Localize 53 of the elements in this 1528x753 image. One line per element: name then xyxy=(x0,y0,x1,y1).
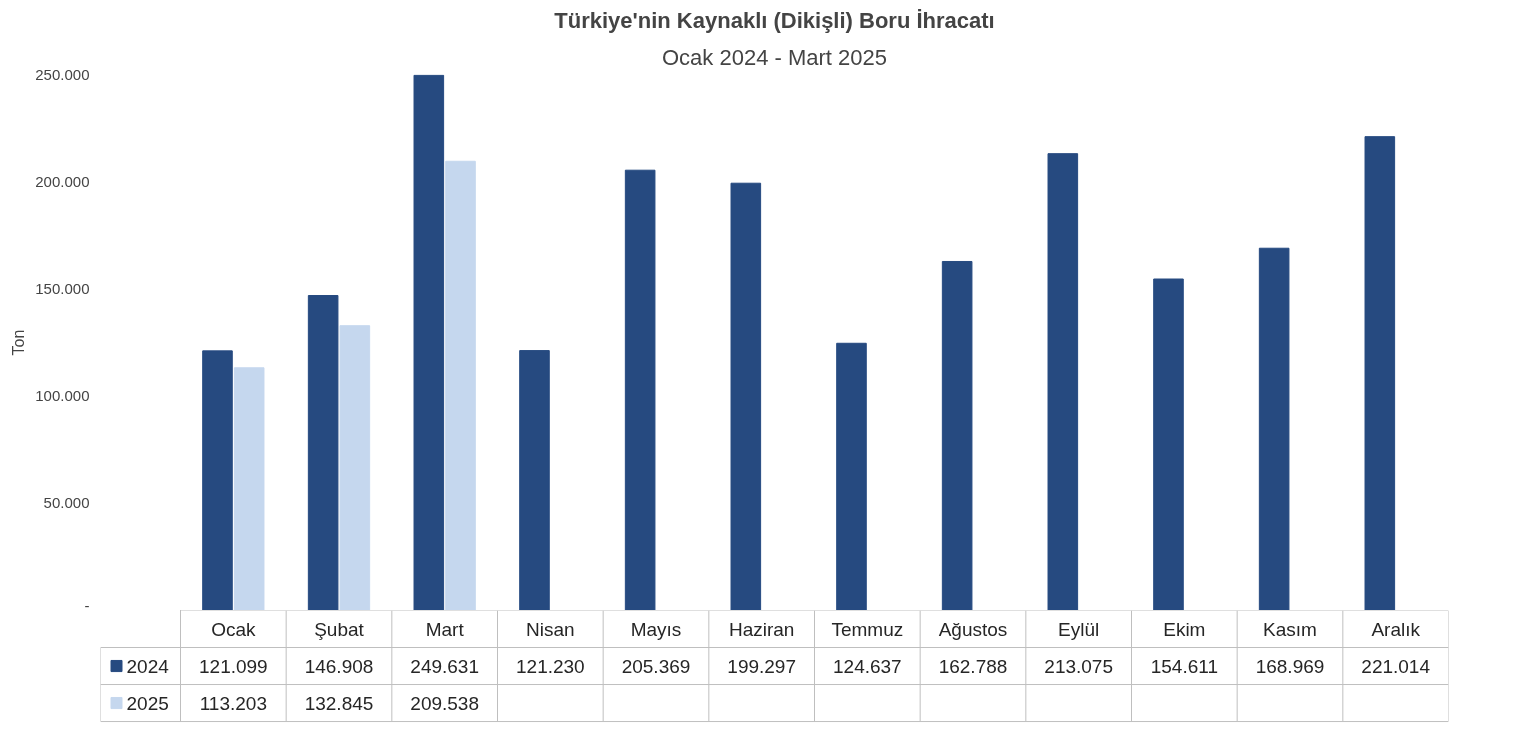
data-label: 121.099 xyxy=(198,655,268,677)
bar xyxy=(730,182,762,610)
y-tick-label: 250.000 xyxy=(35,65,90,83)
bar xyxy=(307,295,339,610)
bar xyxy=(836,342,867,610)
bar xyxy=(233,367,265,610)
chart-subtitle: Ocak 2024 - Mart 2025 xyxy=(662,44,888,70)
x-tick-label: Şubat xyxy=(314,618,365,640)
bar xyxy=(1153,278,1184,610)
bar xyxy=(202,350,233,610)
bar xyxy=(519,350,550,610)
data-label: 154.611 xyxy=(1150,655,1218,677)
bar xyxy=(624,169,656,610)
x-tick-label: Ağustos xyxy=(938,618,1008,640)
data-label: 168.969 xyxy=(1255,655,1325,677)
y-tick-label: 200.000 xyxy=(35,172,90,190)
x-tick-label: Haziran xyxy=(728,618,795,640)
legend-label: 2024 xyxy=(126,655,170,677)
x-tick-label: Mart xyxy=(425,618,465,640)
x-tick-label: Aralık xyxy=(1371,618,1421,640)
data-label: 132.845 xyxy=(304,692,374,714)
x-tick-label: Kasım xyxy=(1263,618,1317,640)
y-tick-label: 150.000 xyxy=(35,279,90,297)
bar xyxy=(941,260,973,610)
data-label: 146.908 xyxy=(304,655,374,677)
y-tick-label: - xyxy=(84,596,90,614)
legend-label: 2025 xyxy=(126,692,169,714)
y-tick-label: 50.000 xyxy=(43,494,90,512)
data-label: 205.369 xyxy=(621,655,691,677)
chart-title: Türkiye'nin Kaynaklı (Dikişli) Boru İhracatı xyxy=(554,7,995,33)
data-label: 162.788 xyxy=(938,655,1008,677)
data-label: 221.014 xyxy=(1361,655,1431,677)
data-label: 113.203 xyxy=(199,692,267,714)
data-label: 213.075 xyxy=(1044,655,1114,677)
data-label: 249.631 xyxy=(410,655,480,677)
data-label: 199.297 xyxy=(727,655,797,677)
bar xyxy=(1258,247,1290,610)
x-tick-label: Ocak xyxy=(211,618,257,640)
bar xyxy=(1047,153,1079,610)
x-tick-label: Eylül xyxy=(1058,618,1100,640)
x-tick-label: Temmuz xyxy=(831,618,904,640)
x-tick-label: Nisan xyxy=(526,618,575,640)
bar xyxy=(445,160,476,610)
y-tick-label: 100.000 xyxy=(35,387,90,405)
bar xyxy=(413,74,445,610)
bar xyxy=(339,325,371,610)
bar xyxy=(1364,136,1396,610)
data-label: 121.230 xyxy=(515,655,585,677)
data-label: 124.637 xyxy=(832,655,902,677)
data-label: 209.538 xyxy=(410,692,480,714)
x-tick-label: Mayıs xyxy=(630,618,682,640)
y-axis-title: Ton xyxy=(10,329,28,356)
x-tick-label: Ekim xyxy=(1163,618,1206,640)
